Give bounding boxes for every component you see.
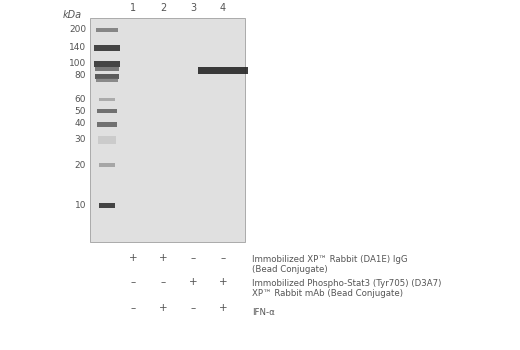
Bar: [99, 163, 115, 167]
Text: 40: 40: [75, 119, 86, 128]
Text: 80: 80: [74, 71, 86, 80]
Text: 200: 200: [69, 26, 86, 35]
Text: 2: 2: [160, 3, 166, 13]
Text: +: +: [219, 303, 227, 313]
Text: 10: 10: [74, 201, 86, 210]
Bar: [198, 66, 248, 74]
Bar: [95, 74, 119, 78]
Text: –: –: [220, 253, 226, 263]
Text: –: –: [190, 253, 196, 263]
Bar: [99, 203, 115, 208]
Bar: [90, 18, 245, 242]
Text: 3: 3: [190, 3, 196, 13]
Bar: [94, 45, 120, 51]
Text: Immobilized XP™ Rabbit (DA1E) IgG: Immobilized XP™ Rabbit (DA1E) IgG: [252, 255, 408, 264]
Text: +: +: [189, 277, 197, 287]
Text: (Bead Conjugate): (Bead Conjugate): [252, 265, 328, 274]
Bar: [97, 109, 117, 113]
Text: +: +: [128, 253, 137, 263]
Text: +: +: [159, 303, 167, 313]
Text: +: +: [219, 277, 227, 287]
Bar: [95, 67, 119, 71]
Text: 60: 60: [74, 94, 86, 104]
Text: 4: 4: [220, 3, 226, 13]
Text: –: –: [160, 277, 166, 287]
Text: –: –: [190, 303, 196, 313]
Text: Immobilized Phospho-Stat3 (Tyr705) (D3A7): Immobilized Phospho-Stat3 (Tyr705) (D3A7…: [252, 279, 441, 288]
Text: 140: 140: [69, 43, 86, 52]
Text: XP™ Rabbit mAb (Bead Conjugate): XP™ Rabbit mAb (Bead Conjugate): [252, 289, 403, 298]
Text: 100: 100: [69, 60, 86, 69]
Bar: [96, 78, 118, 82]
Text: +: +: [159, 253, 167, 263]
Text: 1: 1: [130, 3, 136, 13]
Text: 50: 50: [74, 106, 86, 116]
Text: –: –: [131, 277, 136, 287]
Text: kDa: kDa: [63, 10, 82, 20]
Text: 20: 20: [75, 161, 86, 169]
Text: 30: 30: [74, 135, 86, 145]
Bar: [98, 136, 116, 144]
Bar: [94, 61, 120, 67]
Text: –: –: [131, 303, 136, 313]
Bar: [99, 98, 115, 100]
Text: IFN-α: IFN-α: [252, 308, 275, 317]
Bar: [97, 121, 117, 126]
Bar: [96, 28, 118, 32]
